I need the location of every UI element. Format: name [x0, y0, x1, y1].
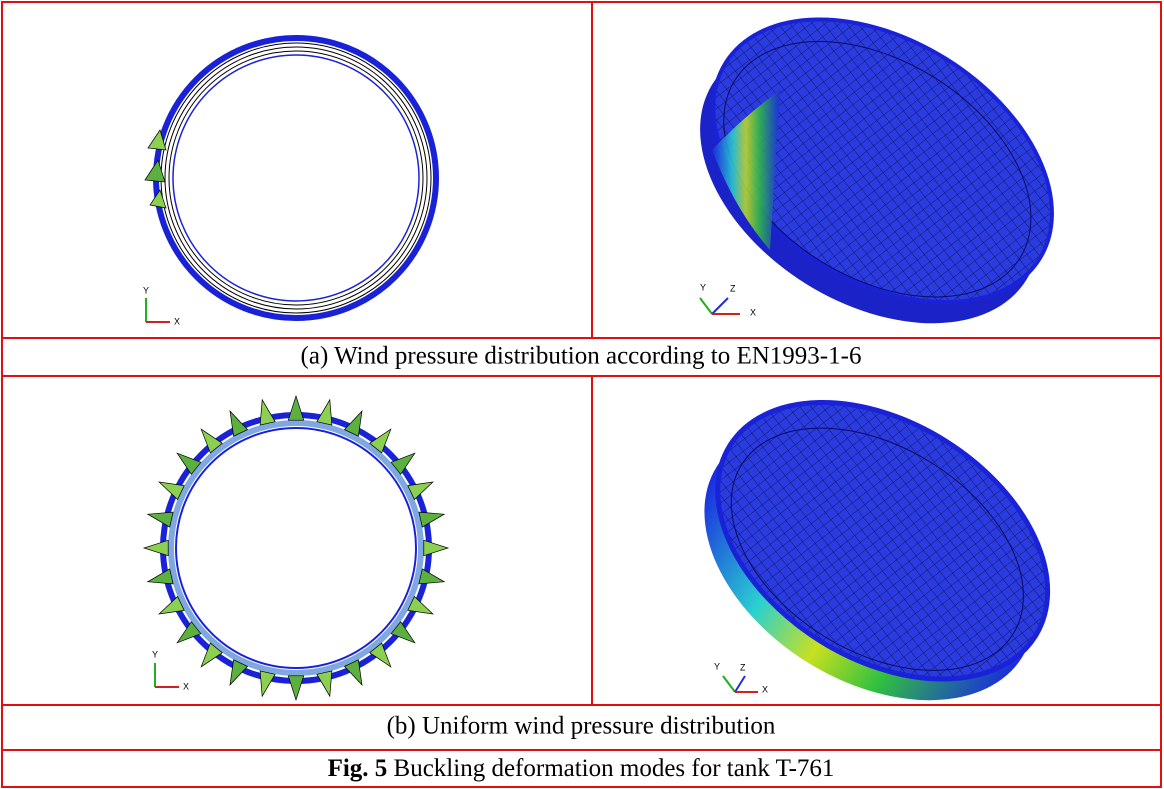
- buckle-spike: [148, 569, 173, 584]
- tank-model-b: [654, 345, 1098, 757]
- buckle-spike: [419, 569, 444, 584]
- buckle-spike: [419, 512, 444, 527]
- axis-label: X: [174, 316, 180, 326]
- figure-caption: Fig. 5 Buckling deformation modes for ta…: [328, 755, 835, 782]
- axis-label: X: [762, 684, 768, 694]
- buckle-spike: [288, 396, 303, 420]
- axis-label: Z: [740, 662, 746, 672]
- figure-page: Y X Y Z X Y X Y Z X (a) Wind pressure di…: [0, 0, 1164, 789]
- figure-text: Buckling deformation modes for tank T-76…: [394, 755, 835, 782]
- buckle-spike: [424, 540, 448, 555]
- axis-label: X: [750, 307, 756, 317]
- axis-label: X: [183, 681, 189, 691]
- tank-model-a: [649, 0, 1103, 382]
- buckle-spike: [148, 512, 173, 527]
- ring-model-b: [144, 396, 448, 700]
- buckle-spike: [260, 400, 275, 425]
- buckle-spike: [144, 540, 168, 555]
- figure-label: Fig. 5: [328, 755, 388, 782]
- axis-label: Y: [714, 661, 720, 671]
- panel-caption: (b) Uniform wind pressure distribution: [387, 713, 776, 740]
- buckle-spike: [317, 671, 332, 696]
- ring-model-a: [145, 38, 436, 318]
- buckle-spike: [317, 400, 332, 425]
- axis-label: Z: [730, 283, 736, 293]
- axis-label: Y: [152, 649, 158, 659]
- buckle-spike: [288, 676, 303, 700]
- panel-caption: (a) Wind pressure distribution according…: [301, 343, 862, 370]
- buckle-spike: [260, 671, 275, 696]
- axis-label: Y: [143, 285, 149, 295]
- axis-label: Y: [700, 282, 706, 292]
